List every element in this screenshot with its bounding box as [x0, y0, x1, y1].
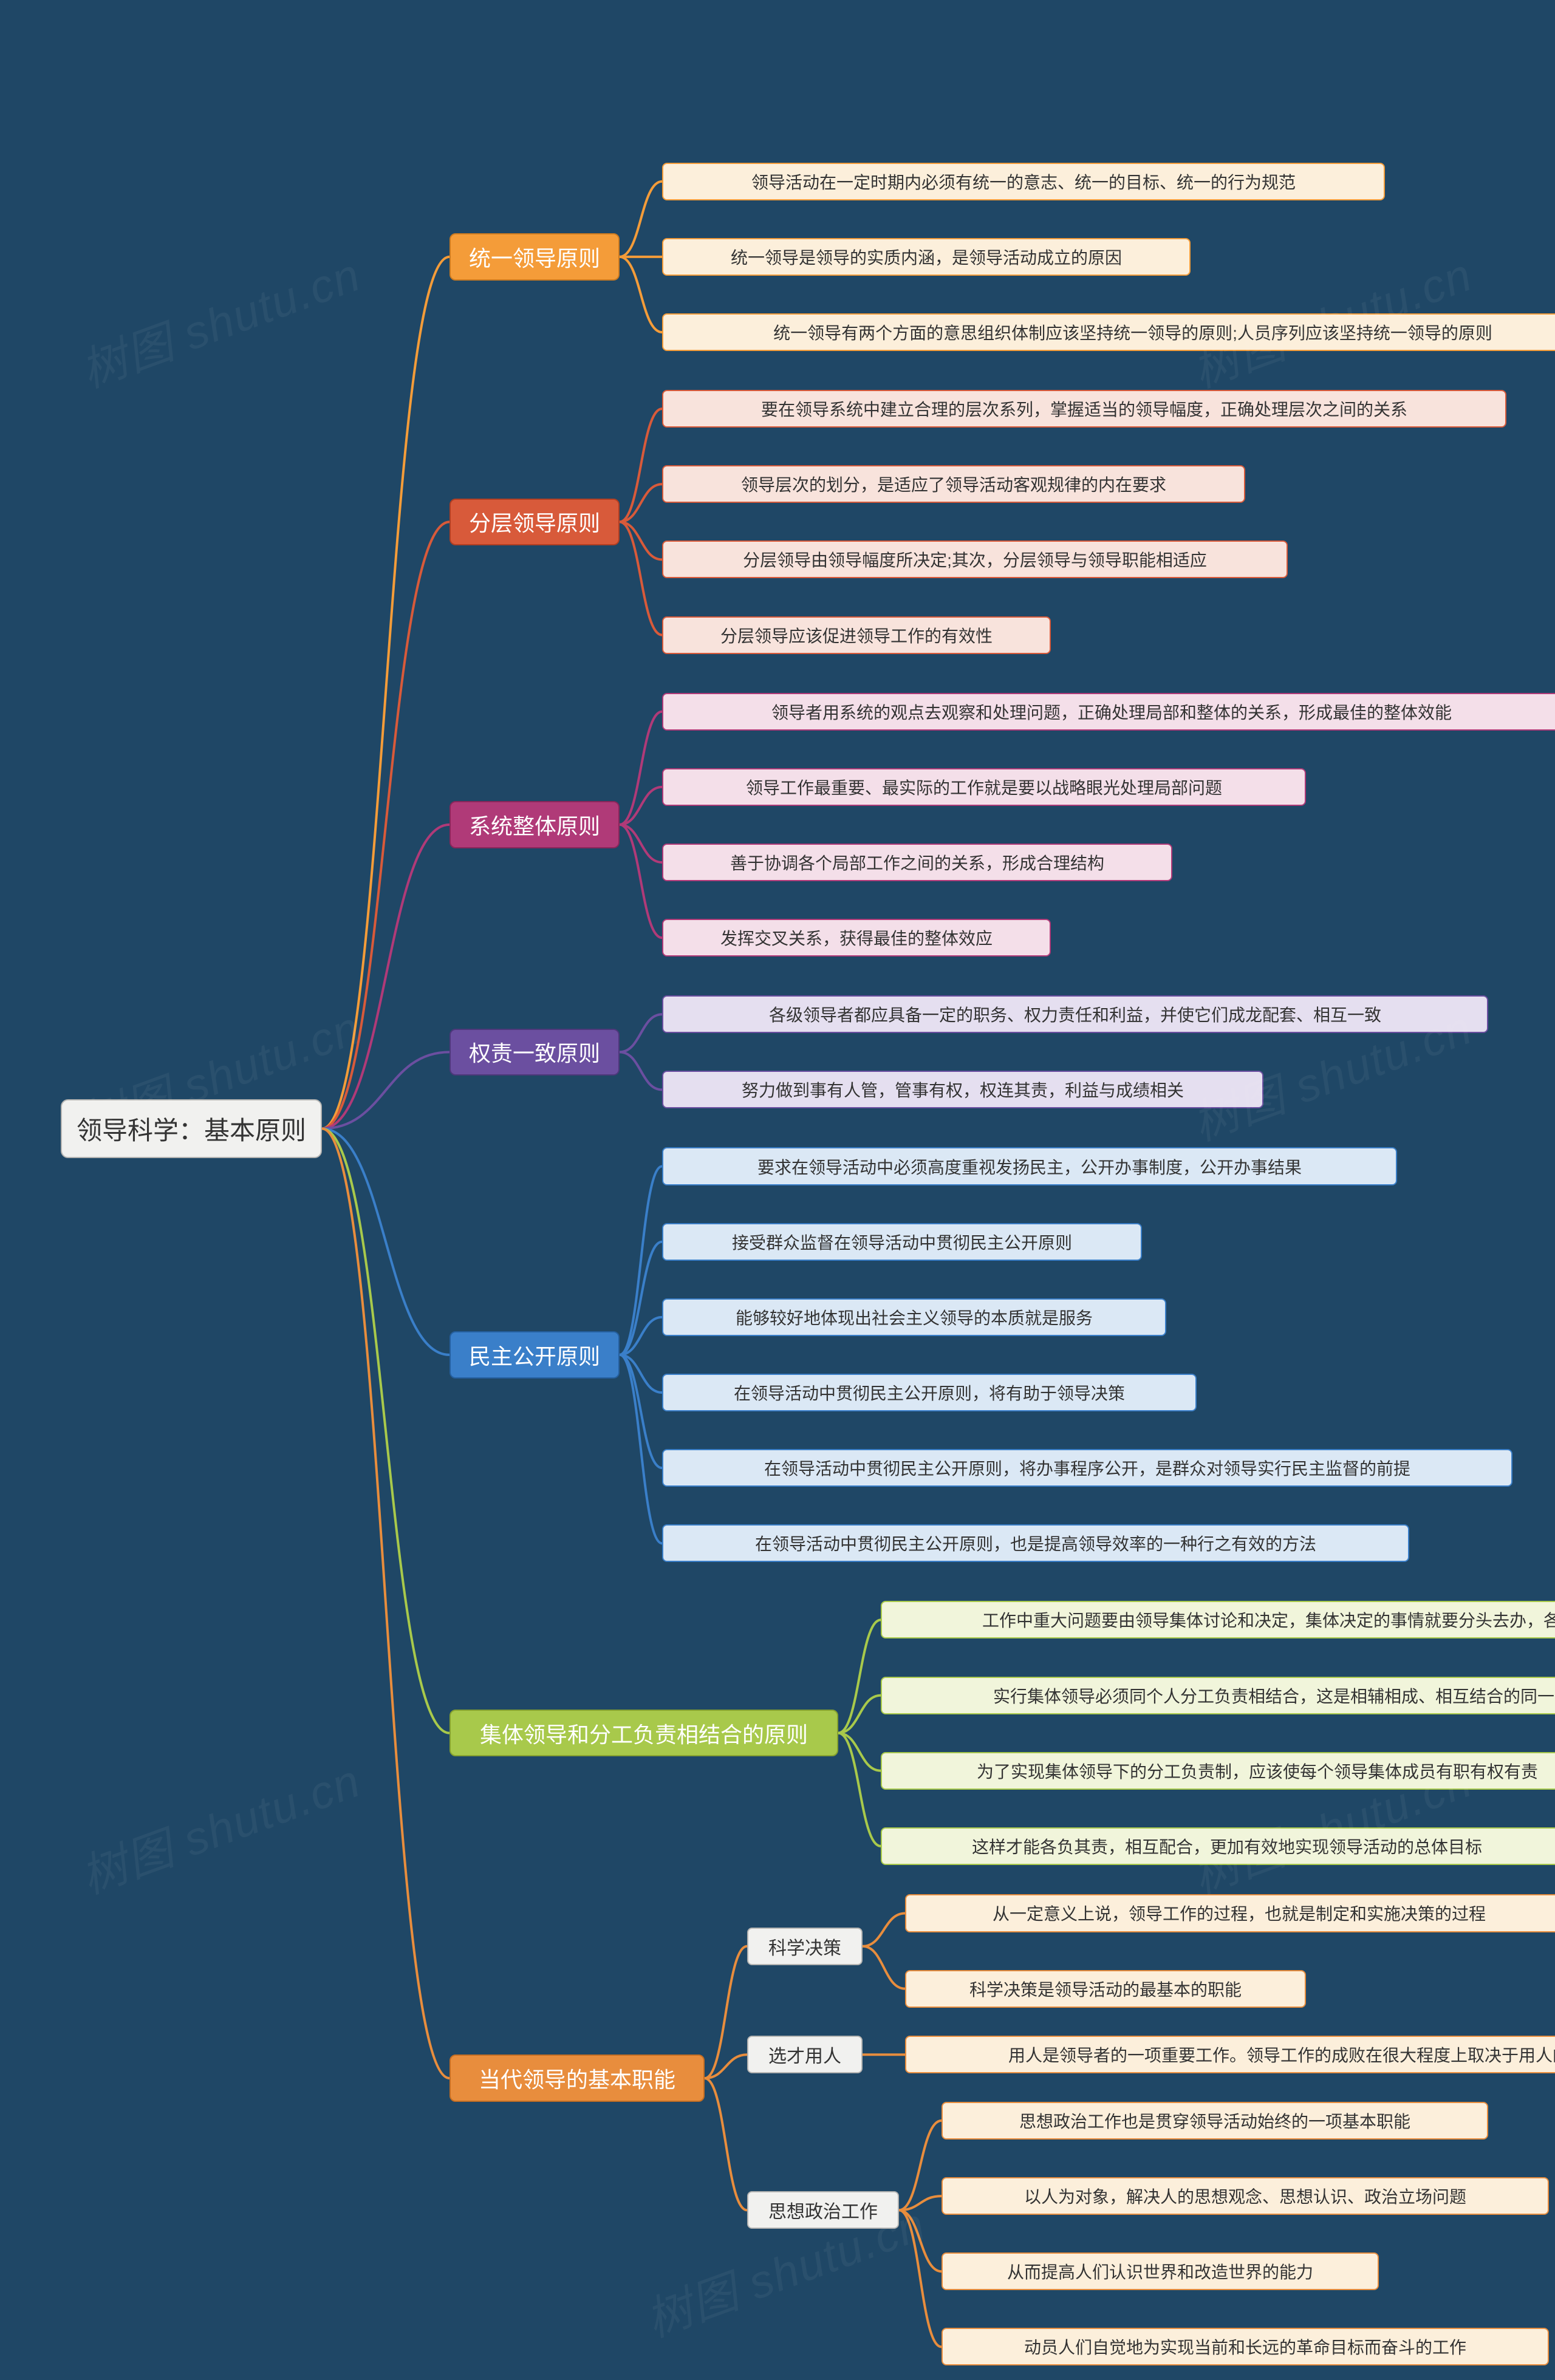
subnode-6-0-label: 科学决策	[768, 1933, 841, 1960]
leaf-node-0-0: 领导活动在一定时期内必须有统一的意志、统一的目标、统一的行为规范	[662, 163, 1385, 200]
leaf-node-4-0-label: 要求在领导活动中必须高度重视发扬民主，公开办事制度，公开办事结果	[757, 1154, 1302, 1179]
branch-node-6-label: 当代领导的基本职能	[479, 2062, 675, 2094]
leaf-node-6-2-2-label: 从而提高人们认识世界和改造世界的能力	[1007, 2259, 1313, 2283]
leaf-node-4-2: 能够较好地体现出社会主义领导的本质就是服务	[662, 1298, 1166, 1336]
leaf-node-6-0-0-label: 从一定意义上说，领导工作的过程，也就是制定和实施决策的过程	[993, 1901, 1486, 1925]
branch-node-0: 统一领导原则	[449, 233, 620, 281]
leaf-node-1-0-label: 要在领导系统中建立合理的层次系列，掌握适当的领导幅度，正确处理层次之间的关系	[761, 397, 1407, 421]
branch-node-3-label: 权责一致原则	[469, 1036, 600, 1068]
leaf-node-6-2-3-label: 动员人们自觉地为实现当前和长远的革命目标而奋斗的工作	[1024, 2334, 1466, 2359]
leaf-node-2-1: 领导工作最重要、最实际的工作就是要以战略眼光处理局部问题	[662, 768, 1306, 806]
leaf-node-6-0-1: 科学决策是领导活动的最基本的职能	[905, 1970, 1306, 2008]
branch-node-4-label: 民主公开原则	[469, 1339, 600, 1371]
leaf-node-4-1-label: 接受群众监督在领导活动中贯彻民主公开原则	[732, 1230, 1072, 1254]
leaf-node-6-0-1-label: 科学决策是领导活动的最基本的职能	[969, 1977, 1242, 2001]
leaf-node-6-1-0-label: 用人是领导者的一项重要工作。领导工作的成败在很大程度上取决于用人的得失	[1008, 2042, 1555, 2067]
leaf-node-1-0: 要在领导系统中建立合理的层次系列，掌握适当的领导幅度，正确处理层次之间的关系	[662, 390, 1506, 428]
branch-node-5: 集体领导和分工负责相结合的原则	[449, 1710, 838, 1757]
leaf-node-0-1: 统一领导是领导的实质内涵，是领导活动成立的原因	[662, 238, 1191, 276]
leaf-node-6-2-0: 思想政治工作也是贯穿领导活动始终的一项基本职能	[942, 2102, 1488, 2140]
leaf-node-5-3-label: 这样才能各负其责，相互配合，更加有效地实现领导活动的总体目标	[972, 1834, 1482, 1858]
leaf-node-6-2-3: 动员人们自觉地为实现当前和长远的革命目标而奋斗的工作	[942, 2328, 1549, 2365]
leaf-node-2-3-label: 发挥交叉关系，获得最佳的整体效应	[720, 926, 993, 950]
leaf-node-3-1: 努力做到事有人管，管事有权，权连其责，利益与成绩相关	[662, 1071, 1263, 1108]
leaf-node-6-2-1: 以人为对象，解决人的思想观念、思想认识、政治立场问题	[942, 2177, 1549, 2215]
root-node: 领导科学：基本原则	[61, 1099, 322, 1158]
watermark: 树图 shutu.cn	[70, 237, 369, 400]
leaf-node-4-3-label: 在领导活动中贯彻民主公开原则，将有助于领导决策	[734, 1380, 1125, 1405]
leaf-node-5-1: 实行集体领导必须同个人分工负责相结合，这是相辅相成、相互结合的同一问题的两个方面	[881, 1677, 1555, 1714]
leaf-node-2-2-label: 善于协调各个局部工作之间的关系，形成合理结构	[730, 850, 1104, 875]
root-node-label: 领导科学：基本原则	[77, 1110, 306, 1147]
leaf-node-4-0: 要求在领导活动中必须高度重视发扬民主，公开办事制度，公开办事结果	[662, 1147, 1397, 1185]
leaf-node-2-2: 善于协调各个局部工作之间的关系，形成合理结构	[662, 844, 1172, 881]
leaf-node-3-0-label: 各级领导者都应具备一定的职务、权力责任和利益，并使它们成龙配套、相互一致	[769, 1002, 1381, 1026]
watermark: 树图 shutu.cn	[70, 1744, 369, 1906]
branch-node-1: 分层领导原则	[449, 499, 620, 546]
leaf-node-6-2-0-label: 思想政治工作也是贯穿领导活动始终的一项基本职能	[1019, 2109, 1410, 2133]
leaf-node-1-1-label: 领导层次的划分，是适应了领导活动客观规律的内在要求	[741, 472, 1166, 496]
leaf-node-3-0: 各级领导者都应具备一定的职务、权力责任和利益，并使它们成龙配套、相互一致	[662, 995, 1488, 1033]
leaf-node-4-1: 接受群众监督在领导活动中贯彻民主公开原则	[662, 1223, 1142, 1261]
leaf-node-2-0: 领导者用系统的观点去观察和处理问题，正确处理局部和整体的关系，形成最佳的整体效能	[662, 693, 1555, 731]
leaf-node-1-3-label: 分层领导应该促进领导工作的有效性	[720, 623, 993, 647]
leaf-node-4-3: 在领导活动中贯彻民主公开原则，将有助于领导决策	[662, 1374, 1197, 1411]
leaf-node-0-2: 统一领导有两个方面的意思组织体制应该坚持统一领导的原则;人员序列应该坚持统一领导…	[662, 313, 1555, 351]
branch-node-5-label: 集体领导和分工负责相结合的原则	[480, 1717, 808, 1749]
branch-node-6: 当代领导的基本职能	[449, 2054, 705, 2102]
subnode-6-0: 科学决策	[747, 1928, 863, 1965]
leaf-node-5-3: 这样才能各负其责，相互配合，更加有效地实现领导活动的总体目标	[881, 1827, 1555, 1865]
leaf-node-6-1-0: 用人是领导者的一项重要工作。领导工作的成败在很大程度上取决于用人的得失	[905, 2036, 1555, 2073]
leaf-node-3-1-label: 努力做到事有人管，管事有权，权连其责，利益与成绩相关	[742, 1077, 1184, 1102]
branch-node-1-label: 分层领导原则	[469, 506, 600, 537]
leaf-node-2-1-label: 领导工作最重要、最实际的工作就是要以战略眼光处理局部问题	[746, 775, 1222, 799]
leaf-node-4-4: 在领导活动中贯彻民主公开原则，将办事程序公开，是群众对领导实行民主监督的前提	[662, 1449, 1512, 1487]
branch-node-2-label: 系统整体原则	[469, 809, 600, 841]
leaf-node-5-1-label: 实行集体领导必须同个人分工负责相结合，这是相辅相成、相互结合的同一问题的两个方面	[993, 1683, 1555, 1708]
leaf-node-1-1: 领导层次的划分，是适应了领导活动客观规律的内在要求	[662, 465, 1245, 503]
leaf-node-1-2-label: 分层领导由领导幅度所决定;其次，分层领导与领导职能相适应	[743, 547, 1207, 571]
subnode-6-2: 思想政治工作	[747, 2191, 899, 2229]
leaf-node-1-3: 分层领导应该促进领导工作的有效性	[662, 616, 1051, 654]
leaf-node-0-2-label: 统一领导有两个方面的意思组织体制应该坚持统一领导的原则;人员序列应该坚持统一领导…	[773, 320, 1492, 344]
leaf-node-4-5-label: 在领导活动中贯彻民主公开原则，也是提高领导效率的一种行之有效的方法	[755, 1531, 1316, 1555]
branch-node-3: 权责一致原则	[449, 1029, 620, 1076]
leaf-node-4-4-label: 在领导活动中贯彻民主公开原则，将办事程序公开，是群众对领导实行民主监督的前提	[764, 1456, 1410, 1480]
leaf-node-5-0-label: 工作中重大问题要由领导集体讨论和决定，集体决定的事情就要分头去办，各负其责	[982, 1608, 1555, 1632]
branch-node-4: 民主公开原则	[449, 1331, 620, 1379]
leaf-node-0-0-label: 领导活动在一定时期内必须有统一的意志、统一的目标、统一的行为规范	[751, 169, 1296, 194]
leaf-node-6-2-2: 从而提高人们认识世界和改造世界的能力	[942, 2252, 1379, 2290]
branch-node-0-label: 统一领导原则	[469, 241, 600, 273]
leaf-node-5-2-label: 为了实现集体领导下的分工负责制，应该使每个领导集体成员有职有权有责	[977, 1759, 1538, 1783]
branch-node-2: 系统整体原则	[449, 801, 620, 848]
leaf-node-2-3: 发挥交叉关系，获得最佳的整体效应	[662, 919, 1051, 956]
leaf-node-6-0-0: 从一定意义上说，领导工作的过程，也就是制定和实施决策的过程	[905, 1894, 1555, 1932]
leaf-node-5-2: 为了实现集体领导下的分工负责制，应该使每个领导集体成员有职有权有责	[881, 1752, 1555, 1790]
leaf-node-1-2: 分层领导由领导幅度所决定;其次，分层领导与领导职能相适应	[662, 540, 1288, 578]
subnode-6-1: 选才用人	[747, 2036, 863, 2073]
leaf-node-6-2-1-label: 以人为对象，解决人的思想观念、思想认识、政治立场问题	[1024, 2184, 1466, 2208]
subnode-6-2-label: 思想政治工作	[768, 2197, 878, 2223]
leaf-node-0-1-label: 统一领导是领导的实质内涵，是领导活动成立的原因	[731, 245, 1122, 269]
leaf-node-4-5: 在领导活动中贯彻民主公开原则，也是提高领导效率的一种行之有效的方法	[662, 1524, 1409, 1562]
leaf-node-2-0-label: 领导者用系统的观点去观察和处理问题，正确处理局部和整体的关系，形成最佳的整体效能	[771, 700, 1452, 724]
leaf-node-4-2-label: 能够较好地体现出社会主义领导的本质就是服务	[736, 1305, 1093, 1329]
subnode-6-1-label: 选才用人	[768, 2041, 841, 2068]
leaf-node-5-0: 工作中重大问题要由领导集体讨论和决定，集体决定的事情就要分头去办，各负其责	[881, 1601, 1555, 1638]
mindmap-canvas: 领导科学：基本原则 统一领导原则 领导活动在一定时期内必须有统一的意志、统一的目标、…	[0, 0, 1555, 2380]
